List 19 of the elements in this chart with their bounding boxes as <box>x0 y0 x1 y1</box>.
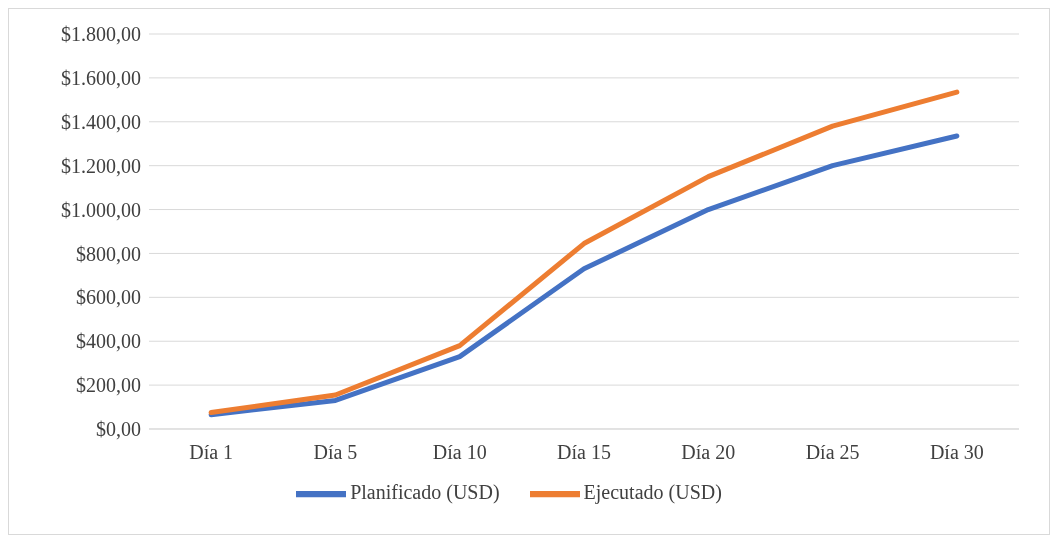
x-tick-label: Día 30 <box>929 441 984 464</box>
y-tick-label: $0,00 <box>96 418 141 441</box>
x-tick-label: Día 10 <box>432 441 487 464</box>
y-tick-label: $600,00 <box>76 286 141 309</box>
y-tick-label: $1.400,00 <box>61 110 141 133</box>
y-tick-label: $200,00 <box>76 374 141 397</box>
x-tick-label: Día 1 <box>189 441 234 464</box>
y-tick-label: $400,00 <box>76 330 141 353</box>
x-tick-label: Día 20 <box>681 441 736 464</box>
x-tick-label: Día 5 <box>313 441 358 464</box>
y-tick-label: $1.200,00 <box>61 154 141 177</box>
x-tick-label: Día 15 <box>557 441 611 464</box>
legend-label: Ejecutado (USD) <box>583 480 722 503</box>
y-tick-label: $1.000,00 <box>61 198 141 221</box>
x-tick-label: Día 25 <box>805 441 860 464</box>
y-tick-label: $800,00 <box>76 242 141 265</box>
y-tick-label: $1.800,00 <box>61 23 141 46</box>
y-tick-label: $1.600,00 <box>61 66 141 89</box>
legend-label: Planificado (USD) <box>350 480 500 503</box>
